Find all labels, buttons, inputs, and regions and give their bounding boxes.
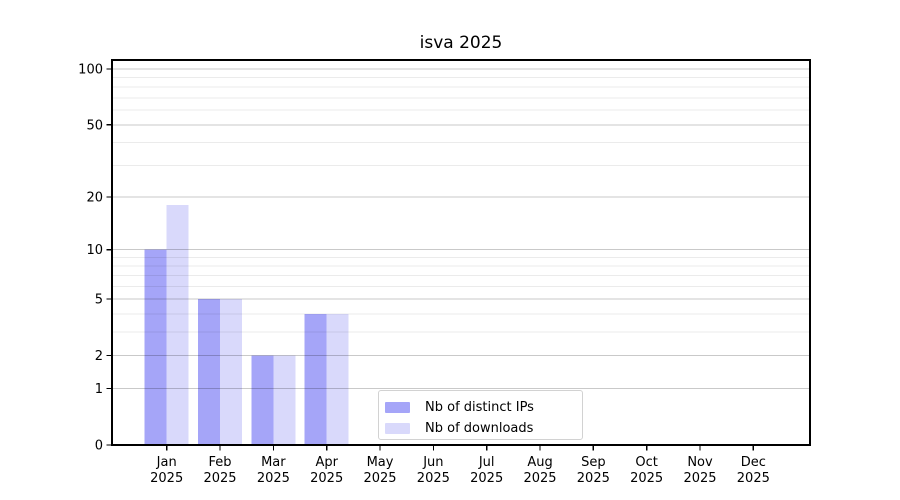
bar-distinct-ips-mar <box>251 355 274 445</box>
x-tick-label-may: May 2025 <box>363 455 396 486</box>
x-tick-label-aug: Aug 2025 <box>523 455 556 486</box>
bar-downloads-apr <box>326 313 349 445</box>
legend-label-distinct-ips: Nb of distinct IPs <box>425 400 534 415</box>
legend-item-distinct-ips: Nb of distinct IPs <box>385 397 582 418</box>
x-tick-label-jun: Jun 2025 <box>417 455 450 486</box>
legend-item-downloads: Nb of downloads <box>385 418 582 439</box>
legend-label-downloads: Nb of downloads <box>425 421 534 436</box>
y-tick-label: 50 <box>86 118 103 133</box>
x-tick-label-sep: Sep 2025 <box>577 455 610 486</box>
x-tick-label-oct: Oct 2025 <box>630 455 663 486</box>
y-tick-label: 100 <box>78 63 103 78</box>
legend-swatch-downloads <box>385 423 410 434</box>
x-tick-label-feb: Feb 2025 <box>203 455 236 486</box>
y-tick-label: 0 <box>95 439 103 454</box>
y-tick-label: 1 <box>95 382 103 397</box>
x-tick-label-nov: Nov 2025 <box>683 455 716 486</box>
bar-distinct-ips-jan <box>144 249 167 445</box>
y-tick-label: 5 <box>95 293 103 308</box>
y-tick-label: 10 <box>86 243 103 258</box>
x-tick-label-mar: Mar 2025 <box>257 455 290 486</box>
bar-distinct-ips-feb <box>198 299 221 445</box>
x-tick-label-apr: Apr 2025 <box>310 455 343 486</box>
legend: Nb of distinct IPs Nb of downloads <box>378 390 583 440</box>
x-tick-label-dec: Dec 2025 <box>737 455 770 486</box>
x-tick-label-jan: Jan 2025 <box>150 455 183 486</box>
bar-downloads-mar <box>273 355 296 445</box>
x-tick-label-jul: Jul 2025 <box>470 455 503 486</box>
y-tick-label: 2 <box>95 349 103 364</box>
y-tick-label: 20 <box>86 191 103 206</box>
bar-distinct-ips-apr <box>304 313 327 445</box>
plot-border <box>111 59 811 446</box>
chart-title: isva 2025 <box>419 33 503 53</box>
bar-downloads-feb <box>220 299 243 445</box>
bar-downloads-jan <box>166 205 189 445</box>
legend-swatch-distinct-ips <box>385 402 410 413</box>
